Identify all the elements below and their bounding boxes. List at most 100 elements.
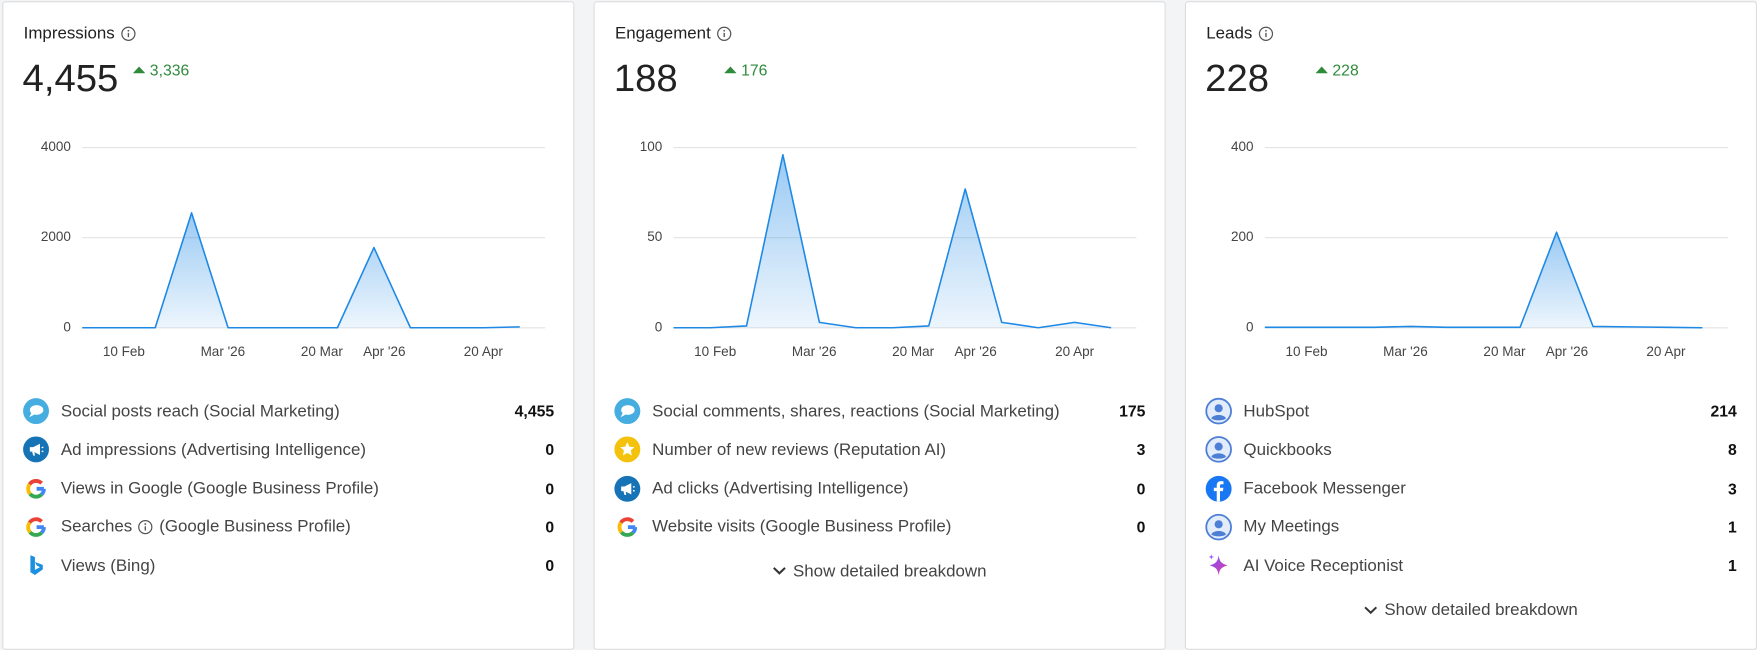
row-label-text: Views (Bing): [60, 556, 156, 576]
icon-part: [132, 66, 146, 74]
row-label-text: Ad clicks (Advertising Intelligence): [652, 478, 909, 498]
icon-part: [614, 398, 641, 425]
show-breakdown[interactable]: Show detailed breakdown: [595, 562, 1165, 581]
title-text: Impressions: [23, 23, 115, 43]
icon-part: [29, 412, 35, 418]
icon-part: [617, 521, 623, 534]
show-breakdown[interactable]: Show detailed breakdown: [1186, 601, 1756, 620]
row-value: 0: [545, 556, 555, 575]
area-fill: [82, 212, 520, 328]
data-line: [82, 212, 520, 329]
chart: 0 2000 4000 10 Feb Mar '26 20 Mar Apr '26 20 Ap…: [41, 139, 546, 359]
x-tick-label: 20 Apr: [464, 344, 504, 359]
icon-part: [619, 530, 635, 537]
row-icon: [23, 436, 50, 463]
breakdown-row: My Meetings 1: [1205, 512, 1737, 541]
icon-part: [1258, 26, 1273, 41]
y-tick-label: 50: [647, 229, 662, 244]
row-icon: [614, 475, 641, 502]
icon-part: [1364, 606, 1378, 614]
y-tick-label: 0: [63, 319, 71, 334]
card-title: Impressions: [24, 24, 136, 43]
title-text: Leads: [1206, 23, 1253, 43]
icon-part: [121, 26, 136, 41]
card: Impressions 4,455 3,336 0 2000 4000 10 Feb Mar …: [2, 1, 575, 650]
info-icon: [120, 25, 136, 41]
x-tick-label: 20 Mar: [301, 344, 344, 359]
icon-part: [28, 478, 43, 486]
row-value: 214: [1710, 402, 1737, 421]
icon-part: [1211, 415, 1226, 421]
row-label-text: Social posts reach (Social Marketing): [60, 401, 340, 421]
icon-part: [773, 567, 786, 576]
row-label: Number of new reviews (Reputation AI): [652, 440, 946, 459]
icon-part: [1214, 404, 1223, 413]
up-arrow: [724, 65, 737, 74]
icon-part: [26, 517, 46, 537]
icon-part: [41, 446, 44, 453]
area-fill: [1264, 232, 1703, 328]
change-text: 176: [741, 60, 768, 79]
row-label-text: Website visits (Google Business Profile): [652, 517, 952, 537]
change-text: 3,336: [149, 60, 190, 79]
icon-part: [1209, 555, 1228, 576]
row-label: AI Voice Receptionist: [1243, 556, 1403, 575]
row-icon: [614, 398, 641, 425]
row-value: 0: [545, 517, 555, 536]
icon-part: [1213, 480, 1224, 502]
row-label-text: My Meetings: [1243, 517, 1340, 537]
x-tick-label: Apr '26: [1546, 344, 1588, 359]
icon-part: [28, 517, 43, 524]
icon-part: [23, 398, 49, 425]
row-label-text: Views in Google (Google Business Profile…: [60, 478, 379, 498]
row-icon: [1205, 552, 1232, 579]
row-value: 175: [1119, 402, 1146, 421]
chart: 0 50 100 10 Feb Mar '26 20 Mar Apr '26 20 Apr: [640, 139, 1137, 359]
y-tick-label: 100: [640, 139, 663, 154]
row-icon: [23, 513, 50, 540]
row-icon: [1205, 436, 1232, 464]
up-arrow: [132, 65, 146, 74]
icon-part: [26, 482, 32, 495]
icon-part: [1315, 66, 1328, 74]
x-tick-label: 20 Apr: [1646, 344, 1686, 359]
area-fill: [673, 154, 1112, 328]
row-label-text: Searches: [60, 517, 133, 537]
x-tick-label: Apr '26: [363, 344, 405, 359]
row-value: 0: [1136, 517, 1146, 536]
card-title: Leads: [1206, 24, 1273, 43]
icon-part: [28, 492, 43, 499]
x-tick-label: Apr '26: [954, 344, 996, 359]
breakdown-row: Ad impressions (Advertising Intelligence…: [23, 435, 555, 464]
icon-part: [138, 519, 153, 535]
chart: 0 200 400 10 Feb Mar '26 20 Mar Apr '26 20 Apr: [1231, 139, 1728, 359]
title-text: Engagement: [614, 23, 711, 43]
x-tick-label: Mar '26: [201, 344, 246, 359]
icon-part: [724, 66, 737, 74]
breakdown-row: Ad clicks (Advertising Intelligence) 0: [614, 474, 1145, 503]
icon-part: [723, 29, 726, 32]
breakdown-row: Social posts reach (Social Marketing) 4,4…: [23, 396, 554, 425]
breakdown-row: HubSpot 214: [1205, 396, 1737, 425]
show-breakdown-text: Show detailed breakdown: [1384, 600, 1578, 620]
row-icon: [23, 552, 50, 579]
icon-part: [138, 519, 153, 535]
row-label-text: HubSpot: [1243, 401, 1310, 421]
row-icon: [614, 436, 641, 463]
icon-part: [1364, 606, 1378, 614]
row-label: Ad impressions (Advertising Intelligence…: [61, 440, 366, 459]
data-line: [673, 153, 1112, 329]
chevron: [773, 567, 787, 576]
icon-part: [29, 405, 44, 415]
icon-part: [617, 517, 638, 537]
row-value: 0: [545, 440, 555, 459]
row-value: 1: [1727, 556, 1737, 575]
icon-part: [619, 517, 635, 524]
icon-part: [773, 567, 786, 576]
row-icon: [614, 513, 641, 540]
x-tick-label: 10 Feb: [103, 344, 145, 359]
breakdown-row: Views (Bing) 0: [23, 551, 555, 580]
breakdown-row: Website visits (Google Business Profile)…: [614, 512, 1146, 541]
row-value: 0: [545, 479, 555, 498]
